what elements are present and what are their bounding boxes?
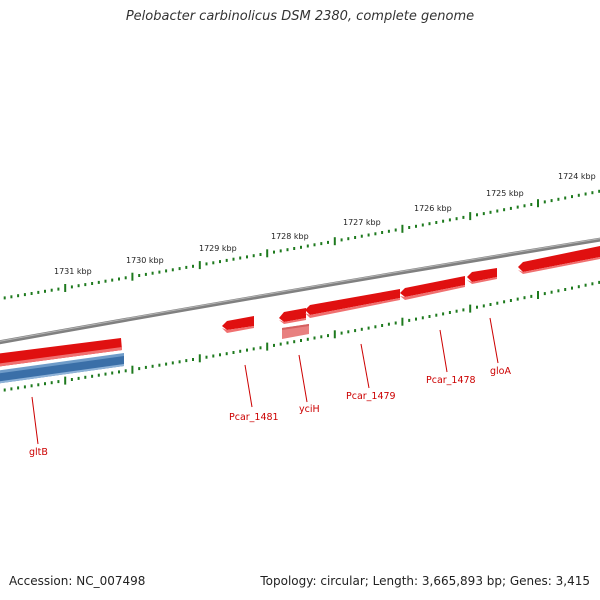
leader-gloa: [489, 317, 499, 364]
gene-pcar-1479-shade: [305, 298, 400, 318]
gene-pcar-1481-shade: [222, 326, 254, 333]
gene-forward-left[interactable]: [0, 338, 122, 367]
accession-text: Accession: NC_007498: [9, 574, 146, 588]
gene-pcar-1478-shade: [400, 285, 465, 300]
leader-pcar-1479: [360, 343, 370, 389]
scale-label-1727: 1727 kbp: [343, 218, 381, 227]
gene-forward-right[interactable]: [518, 245, 600, 272]
genome-backbone: [0, 237, 600, 345]
gene-ycih-shade: [279, 318, 306, 324]
gene-label-pcar-1479: Pcar_1479: [346, 391, 396, 402]
scale-label-1726: 1726 kbp: [414, 204, 452, 213]
scale-label-1725: 1725 kbp: [486, 189, 524, 198]
gene-rna-top: [282, 324, 309, 330]
gene-pcar-1478[interactable]: [400, 276, 465, 297]
gene-forward-right-shade: [518, 256, 600, 274]
gene-leader-lines: [31, 317, 499, 445]
genome-stats-text: Topology: circular; Length: 3,665,893 bp…: [260, 574, 590, 588]
map-title: Pelobacter carbinolicus DSM 2380, comple…: [125, 9, 475, 24]
scale-label-1729: 1729 kbp: [199, 244, 237, 253]
leader-ycih: [298, 354, 308, 403]
gene-gltb-shade: [0, 364, 124, 384]
leader-gltb: [31, 396, 39, 445]
inner-scale-ticks: [3, 280, 600, 392]
gene-label-ycih: yciH: [299, 404, 320, 415]
gene-label-pcar-1478: Pcar_1478: [426, 375, 476, 386]
gene-label-gltb: gltB: [29, 447, 48, 458]
gene-gloa-shade: [467, 277, 497, 284]
gene-label-pcar-1481: Pcar_1481: [229, 412, 279, 423]
leader-pcar-1481: [244, 364, 253, 408]
gene-forward-left-shade: [0, 347, 122, 367]
gene-pcar-1479[interactable]: [305, 289, 400, 315]
scale-label-1724: 1724 kbp: [558, 172, 596, 181]
leader-pcar-1478: [439, 329, 448, 373]
forward-genes: [0, 245, 600, 367]
gene-ycih[interactable]: [279, 308, 306, 322]
scale-labels: 1724 kbp 1725 kbp 1726 kbp 1727 kbp 1728…: [54, 172, 596, 276]
scale-label-1731: 1731 kbp: [54, 267, 92, 276]
gene-gltb-highlight: [0, 353, 124, 374]
gene-gltb[interactable]: [0, 355, 124, 384]
genome-backbone-highlight: [0, 238, 600, 342]
scale-label-1730: 1730 kbp: [126, 256, 164, 265]
gene-label-gloa: gloA: [490, 366, 511, 377]
outer-scale-ticks: [3, 189, 600, 300]
scale-label-1728: 1728 kbp: [271, 232, 309, 241]
gene-pcar-1481[interactable]: [222, 316, 254, 330]
